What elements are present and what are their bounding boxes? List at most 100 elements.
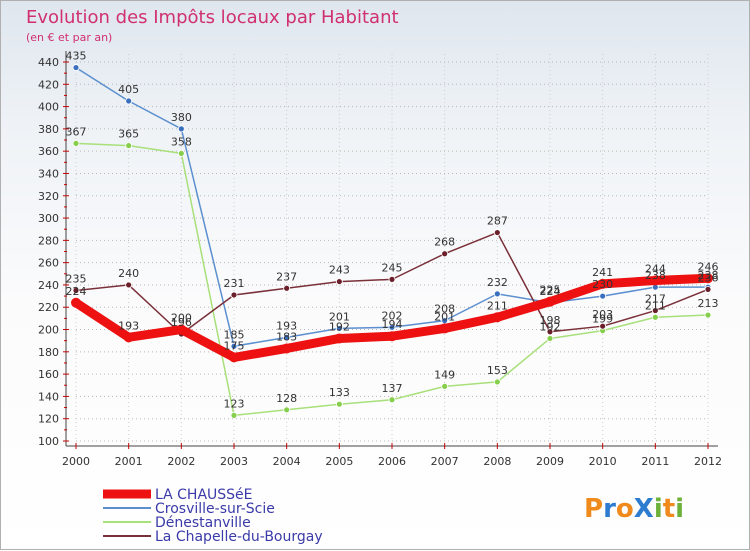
- legend-label: La Chapelle-du-Bourgay: [155, 529, 323, 545]
- x-tick-label: 2003: [220, 455, 248, 468]
- y-tick-label: 300: [38, 212, 59, 225]
- data-point-la-chauss-e: [439, 323, 450, 334]
- data-point-la-chauss-e: [71, 297, 81, 308]
- data-label-crosville-sur-scie: 193: [276, 319, 297, 332]
- data-label-d-nestanville: 367: [66, 125, 87, 138]
- data-point-crosville-sur-scie: [388, 323, 396, 331]
- data-label-la-chauss-e: 193: [118, 319, 139, 332]
- data-point-la-chapelle-du-bourgay: [72, 287, 80, 294]
- data-point-crosville-sur-scie: [230, 342, 238, 350]
- x-tick-label: 2002: [167, 455, 195, 468]
- data-label-d-nestanville: 199: [592, 313, 613, 326]
- data-label-la-chapelle-du-bourgay: 217: [645, 293, 666, 306]
- data-point-la-chapelle-du-bourgay: [546, 328, 554, 336]
- data-point-d-nestanville: [704, 311, 712, 319]
- data-label-la-chauss-e: 183: [276, 330, 297, 343]
- legend-label: LA CHAUSSéE: [155, 487, 253, 503]
- data-label-la-chauss-e: 201: [434, 310, 455, 323]
- data-point-d-nestanville: [335, 400, 343, 408]
- legend-label: Dénestanville: [155, 515, 251, 531]
- y-tick-label: 320: [38, 190, 59, 203]
- data-label-d-nestanville: 211: [645, 299, 666, 312]
- x-tick-label: 2000: [62, 455, 90, 468]
- data-label-d-nestanville: 358: [171, 135, 192, 148]
- data-label-la-chapelle-du-bourgay: 287: [487, 215, 508, 228]
- data-point-d-nestanville: [125, 142, 133, 150]
- data-label-la-chauss-e: 246: [698, 260, 719, 273]
- data-point-crosville-sur-scie: [335, 325, 343, 332]
- data-point-d-nestanville: [441, 382, 449, 390]
- data-label-crosville-sur-scie: 208: [434, 303, 455, 316]
- data-label-la-chapelle-du-bourgay: 245: [382, 261, 403, 274]
- x-tick-label: 2008: [483, 455, 511, 468]
- data-label-la-chapelle-du-bourgay: 203: [592, 308, 613, 321]
- x-tick-label: 2005: [325, 455, 353, 468]
- y-tick-label: 220: [38, 301, 59, 314]
- x-tick-label: 2012: [694, 455, 722, 468]
- data-point-d-nestanville: [283, 406, 291, 414]
- data-label-crosville-sur-scie: 230: [592, 278, 613, 291]
- data-point-la-chauss-e: [703, 273, 713, 284]
- data-point-d-nestanville: [493, 378, 501, 386]
- data-label-la-chapelle-du-bourgay: 268: [434, 236, 455, 249]
- data-label-la-chauss-e: 192: [329, 320, 350, 333]
- y-tick-label: 120: [38, 413, 59, 426]
- data-label-d-nestanville: 153: [487, 364, 508, 377]
- data-label-d-nestanville: 133: [329, 386, 350, 399]
- x-tick-label: 2001: [115, 455, 143, 468]
- y-tick-label: 420: [38, 78, 59, 91]
- data-point-la-chauss-e: [545, 296, 555, 307]
- logo-letter: o: [616, 494, 634, 524]
- y-tick-label: 280: [38, 234, 59, 247]
- data-label-la-chauss-e: 224: [66, 285, 87, 298]
- data-point-la-chapelle-du-bourgay: [493, 229, 501, 236]
- chart-subtitle: (en € et par an): [26, 31, 112, 44]
- data-label-d-nestanville: 192: [540, 320, 561, 333]
- data-label-d-nestanville: 123: [224, 397, 245, 410]
- data-label-crosville-sur-scie: 435: [66, 50, 87, 63]
- y-tick-label: 160: [38, 368, 59, 381]
- data-label-la-chapelle-du-bourgay: 231: [224, 277, 245, 290]
- data-point-la-chauss-e: [597, 278, 608, 289]
- x-tick-label: 2010: [589, 455, 617, 468]
- data-point-crosville-sur-scie: [72, 64, 80, 71]
- data-label-d-nestanville: 365: [118, 128, 139, 141]
- y-tick-label: 100: [38, 435, 59, 448]
- data-label-la-chauss-e: 200: [171, 312, 192, 325]
- y-tick-label: 240: [38, 279, 59, 292]
- data-point-la-chapelle-du-bourgay: [388, 275, 396, 283]
- data-label-la-chauss-e: 194: [382, 318, 403, 331]
- y-tick-label: 140: [38, 390, 59, 403]
- data-point-la-chapelle-du-bourgay: [704, 285, 712, 293]
- data-label-crosville-sur-scie: 405: [118, 83, 139, 96]
- data-point-d-nestanville: [177, 150, 185, 157]
- data-point-la-chauss-e: [281, 343, 292, 354]
- legend-label: Crosville-sur-Scie: [155, 501, 275, 517]
- y-tick-label: 340: [38, 167, 59, 180]
- data-label-d-nestanville: 149: [434, 368, 455, 381]
- data-label-crosville-sur-scie: 380: [171, 111, 192, 124]
- data-point-d-nestanville: [230, 411, 238, 419]
- data-point-la-chapelle-du-bourgay: [441, 250, 449, 258]
- data-label-la-chapelle-du-bourgay: 240: [118, 267, 139, 280]
- data-label-crosville-sur-scie: 238: [645, 269, 666, 282]
- data-label-crosville-sur-scie: 201: [329, 310, 350, 323]
- proxiti-logo: ProXiti: [584, 494, 684, 524]
- data-point-d-nestanville: [651, 313, 659, 321]
- y-tick-label: 180: [38, 346, 59, 359]
- y-tick-label: 360: [38, 145, 59, 158]
- data-label-la-chauss-e: 211: [487, 299, 508, 312]
- data-point-la-chauss-e: [123, 332, 134, 343]
- data-label-la-chauss-e: 175: [224, 339, 245, 352]
- data-label-crosville-sur-scie: 232: [487, 276, 508, 289]
- x-tick-label: 2007: [431, 455, 459, 468]
- data-label-la-chapelle-du-bourgay: 243: [329, 264, 350, 277]
- data-point-crosville-sur-scie: [493, 290, 501, 298]
- data-point-la-chapelle-du-bourgay: [230, 291, 238, 299]
- data-label-crosville-sur-scie: 185: [224, 328, 245, 341]
- data-label-d-nestanville: 137: [382, 382, 403, 395]
- data-point-la-chauss-e: [492, 312, 503, 323]
- logo-letter: t: [663, 494, 675, 524]
